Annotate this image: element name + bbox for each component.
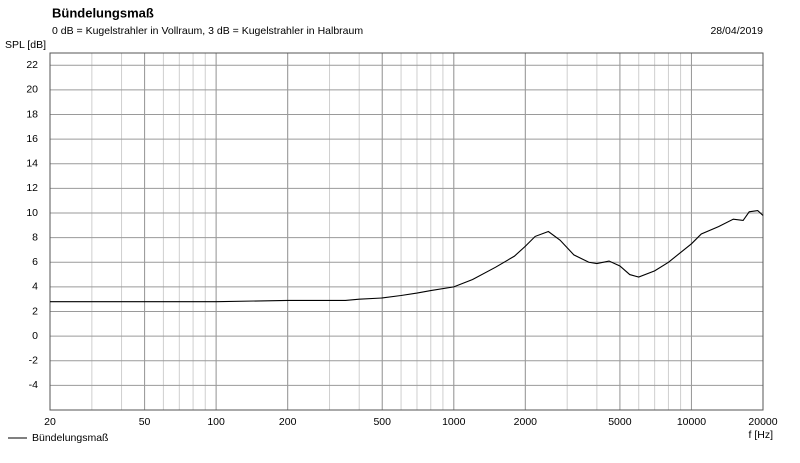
x-axis-label: f [Hz] bbox=[748, 429, 773, 441]
plot-frame bbox=[49, 52, 764, 411]
y-tick-label: 22 bbox=[26, 59, 38, 71]
y-tick-label: 16 bbox=[26, 133, 38, 145]
y-tick-label: 2 bbox=[32, 305, 38, 317]
x-tick-label: 200 bbox=[279, 416, 297, 428]
legend-label: Bündelungsmaß bbox=[32, 432, 108, 444]
y-tick-label: 6 bbox=[32, 256, 38, 268]
x-tick-label: 1000 bbox=[442, 416, 466, 428]
y-axis-label: SPL [dB] bbox=[5, 39, 46, 51]
y-tick-label: -2 bbox=[29, 355, 38, 367]
x-tick-label: 5000 bbox=[608, 416, 632, 428]
x-tick-label: 50 bbox=[139, 416, 151, 428]
y-tick-label: 0 bbox=[32, 330, 38, 342]
y-tick-label: 8 bbox=[32, 231, 38, 243]
y-tick-label: 14 bbox=[26, 158, 38, 170]
grid bbox=[49, 53, 764, 410]
chart-subtitle: 0 dB = Kugelstrahler in Vollraum, 3 dB =… bbox=[52, 25, 363, 37]
chart-title: Bündelungsmaß bbox=[52, 5, 154, 20]
x-tick-label: 500 bbox=[373, 416, 391, 428]
y-tick-label: 18 bbox=[26, 108, 38, 120]
y-tick-label: 12 bbox=[26, 182, 38, 194]
x-tick-label: 2000 bbox=[514, 416, 538, 428]
x-tick-label: 20000 bbox=[748, 416, 777, 428]
y-tick-label: 20 bbox=[26, 84, 38, 96]
chart-date: 28/04/2019 bbox=[710, 25, 763, 37]
y-tick-label: -4 bbox=[29, 379, 38, 391]
x-tick-label: 10000 bbox=[677, 416, 706, 428]
line-series bbox=[50, 209, 764, 303]
y-tick-label: 10 bbox=[26, 207, 38, 219]
y-tick-label: 4 bbox=[32, 281, 38, 293]
x-tick-label: 100 bbox=[207, 416, 225, 428]
x-tick-label: 20 bbox=[44, 416, 56, 428]
